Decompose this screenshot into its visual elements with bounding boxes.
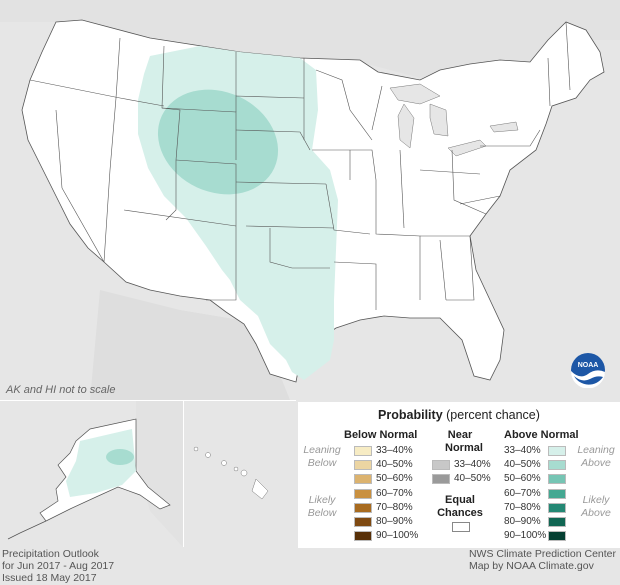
below-normal-item-swatch (354, 517, 372, 527)
above-normal-heading: Above Normal (504, 429, 579, 441)
aleutian-islands (7, 520, 47, 540)
noaa-logo: NOAA (570, 353, 605, 388)
below-normal-item-label: 40–50% (376, 459, 413, 471)
outlook-period: for Jun 2017 - Aug 2017 (2, 560, 115, 572)
above-normal-item-label: 70–80% (504, 501, 541, 513)
below-normal-item-label: 80–90% (376, 516, 413, 527)
below-normal-item-swatch (354, 531, 372, 542)
above-normal-item-swatch (548, 531, 566, 542)
legend-title-rest: (percent chance) (446, 408, 540, 422)
above-normal-item-swatch (548, 502, 566, 513)
near-normal-item-label: 33–40% (454, 459, 491, 470)
hawaii-islands (193, 446, 269, 500)
canada-land (0, 0, 620, 78)
issue-date: Issued 18 May 2017 (2, 572, 97, 584)
near-normal-item-swatch (432, 460, 450, 470)
state-boundaries (29, 21, 571, 310)
svg-text:NOAA: NOAA (578, 362, 599, 369)
legend: Probability (percent chance) Below Norma… (298, 402, 620, 548)
hawaii-inset (184, 400, 296, 547)
below-normal-item-label: 70–80% (376, 501, 413, 513)
equal-chances-swatch (452, 522, 470, 532)
above-normal-item-swatch (548, 446, 566, 456)
above-normal-40-50-region (157, 89, 279, 195)
legend-title-bold: Probability (378, 408, 443, 422)
lake-ontario (489, 121, 519, 133)
above-normal-item-label: 40–50% (504, 459, 541, 471)
likely-above-label: Likely Above (581, 494, 611, 519)
hawaii-map (193, 446, 269, 500)
near-normal-heading: Near Normal (445, 429, 483, 455)
below-normal-item-swatch (354, 502, 372, 513)
below-normal-item-swatch (354, 446, 372, 456)
leaning-below-label: Leaning Below (303, 444, 341, 469)
below-normal-item-swatch (354, 488, 372, 499)
conus-map (0, 0, 620, 400)
near-normal-item-swatch (432, 474, 450, 485)
near-heading-line1: Near (447, 429, 473, 441)
above-normal-item-label: 60–70% (504, 487, 541, 499)
alaska-above-33-40 (66, 429, 136, 497)
scale-note: AK and HI not to scale (6, 384, 116, 396)
credit-cpc: NWS Climate Prediction Center (468, 548, 616, 560)
alaska-map (0, 401, 183, 547)
equal-line1: Equal (445, 494, 475, 506)
near-heading-line2: Normal (445, 442, 483, 454)
footer-right: NWS Climate Prediction Center Map by NOA… (469, 548, 616, 572)
alaska-inset (0, 400, 184, 547)
leaning-above-label: Leaning Above (577, 444, 615, 469)
lake-superior (389, 83, 441, 105)
legend-title: Probability (percent chance) (298, 408, 620, 422)
above-normal-item-label: 50–60% (504, 473, 541, 485)
lake-michigan (397, 103, 415, 149)
below-normal-item-swatch (354, 460, 372, 471)
above-normal-item-swatch (548, 517, 566, 527)
near-normal-item-label: 40–50% (454, 473, 491, 485)
canada-inset-land (136, 401, 183, 547)
equal-line2: Chances (437, 507, 483, 519)
below-normal-item-swatch (354, 474, 372, 485)
above-normal-item-label: 90–100% (504, 530, 547, 542)
above-normal-item-swatch (548, 460, 566, 471)
above-normal-item-swatch (548, 474, 566, 485)
equal-chances-heading: Equal Chances (436, 494, 484, 520)
mexico-land (90, 290, 290, 400)
above-normal-item-swatch (548, 488, 566, 499)
above-normal-item-label: 33–40% (504, 445, 541, 456)
footer-left: Precipitation Outlook for Jun 2017 - Aug… (2, 548, 114, 584)
likely-below-label: Likely Below (307, 494, 337, 519)
below-normal-item-label: 50–60% (376, 473, 413, 485)
below-normal-item-label: 90–100% (376, 530, 419, 542)
alaska-above-40-50 (106, 449, 134, 465)
credit-climate-gov: Map by NOAA Climate.gov (468, 560, 594, 572)
above-normal-item-label: 80–90% (504, 516, 541, 527)
lake-huron (429, 103, 449, 137)
below-normal-item-label: 33–40% (376, 445, 413, 456)
below-normal-heading: Below Normal (344, 429, 418, 441)
outlook-title: Precipitation Outlook (2, 548, 99, 560)
below-normal-item-label: 60–70% (376, 487, 413, 499)
